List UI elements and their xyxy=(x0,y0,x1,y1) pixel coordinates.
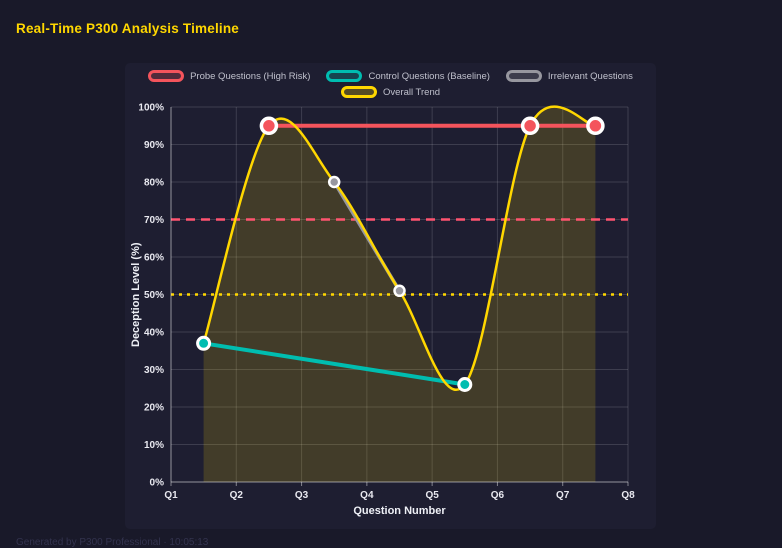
legend-row: Overall Trend xyxy=(340,86,441,98)
y-tick-label: 0% xyxy=(150,478,165,489)
y-tick-label: 80% xyxy=(144,178,164,189)
legend-item-probe[interactable]: Probe Questions (High Risk) xyxy=(148,70,310,82)
legend-key-swatch xyxy=(326,70,363,82)
legend-item-control[interactable]: Control Questions (Baseline) xyxy=(326,70,490,82)
data-point-probe-q7.5[interactable] xyxy=(586,116,605,136)
y-tick-label: 50% xyxy=(144,290,164,301)
x-tick-label: Q3 xyxy=(295,490,309,501)
y-tick-label: 70% xyxy=(144,215,164,226)
data-point-probe-q6.5[interactable] xyxy=(520,116,540,136)
data-point-probe-q2.5[interactable] xyxy=(259,116,279,136)
x-tick-label: Q4 xyxy=(360,490,374,501)
chart-canvas[interactable]: Q1 Q2 Q3 Q4 Q5 Q6 Q7 Q8 0% 10% 20% 30% 40% 50% 60% 70% 8… xyxy=(125,63,656,529)
legend-key-swatch xyxy=(148,70,185,82)
data-point-control-q5.5[interactable] xyxy=(457,377,473,392)
y-tick-label: 60% xyxy=(144,253,164,264)
y-tick-label: 90% xyxy=(144,140,164,151)
data-point-control-q1.5[interactable] xyxy=(196,335,212,351)
y-tick-label: 100% xyxy=(138,103,164,114)
y-tick-label: 40% xyxy=(144,328,164,339)
chart-panel: Probe Questions (High Risk) Control Quest… xyxy=(125,63,656,529)
x-tick-label: Q5 xyxy=(425,490,439,501)
y-tick-label: 30% xyxy=(144,365,164,376)
legend-key-swatch xyxy=(505,70,542,82)
legend-label: Probe Questions (High Risk) xyxy=(190,70,311,82)
y-tick-label: 10% xyxy=(144,440,164,451)
legend-label: Overall Trend xyxy=(382,86,441,98)
x-axis-title: Question Number xyxy=(353,505,446,517)
chart-legend: Probe Questions (High Risk) Control Quest… xyxy=(125,70,656,98)
x-tick-label: Q2 xyxy=(230,490,244,501)
legend-row: Probe Questions (High Risk) Control Quest… xyxy=(148,70,633,82)
data-point-irrelevant-q4.5[interactable] xyxy=(393,284,406,298)
footer-text: Generated by P300 Professional · 10:05:1… xyxy=(16,537,209,548)
x-tick-label: Q1 xyxy=(164,490,178,501)
legend-label: Irrelevant Questions xyxy=(547,70,633,82)
legend-item-irrelevant[interactable]: Irrelevant Questions xyxy=(505,70,633,82)
legend-key-swatch xyxy=(340,86,377,98)
y-tick-label: 20% xyxy=(144,403,164,414)
x-tick-label: Q6 xyxy=(491,490,505,501)
series-line-control xyxy=(201,341,467,387)
page-title: Real-Time P300 Analysis Timeline xyxy=(16,21,240,36)
y-axis-title: Deception Level (%) xyxy=(130,242,142,347)
data-point-irrelevant-q3.5[interactable] xyxy=(327,175,341,189)
legend-label: Control Questions (Baseline) xyxy=(368,70,490,82)
x-tick-label: Q7 xyxy=(556,490,570,501)
legend-item-overall[interactable]: Overall Trend xyxy=(340,86,441,98)
x-tick-label: Q8 xyxy=(621,490,635,501)
